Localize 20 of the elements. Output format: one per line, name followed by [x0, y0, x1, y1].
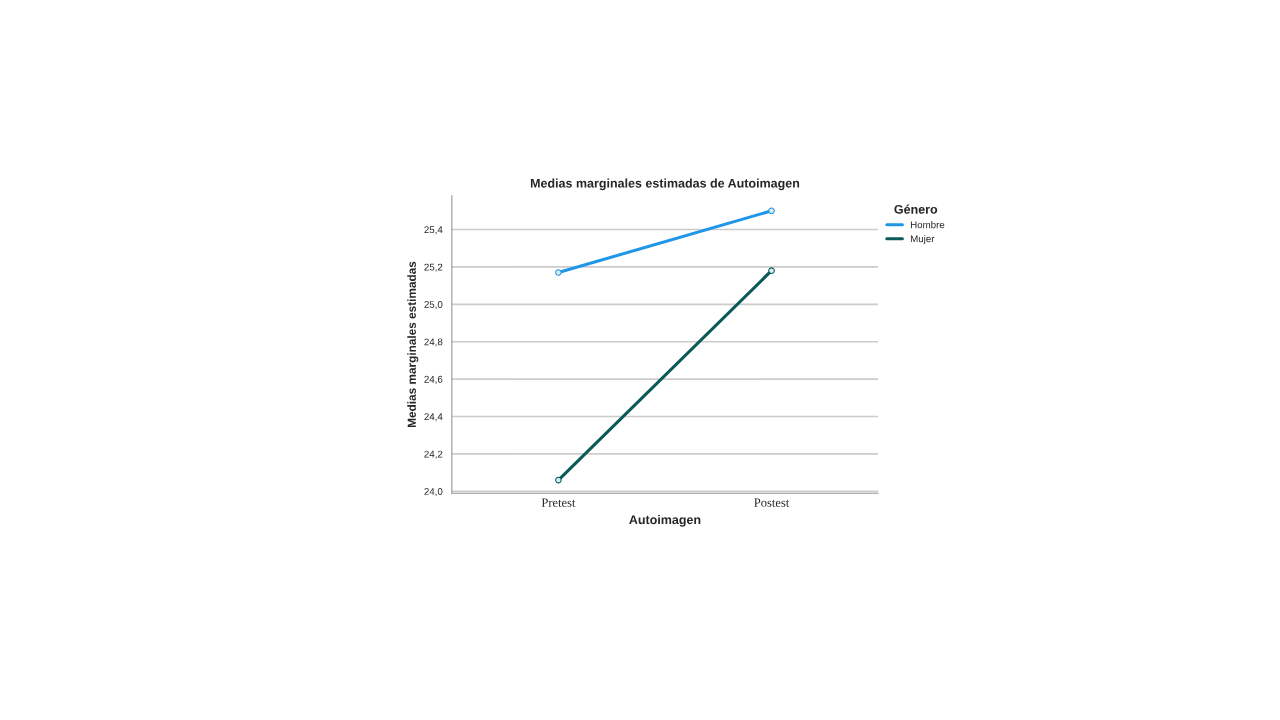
point	[768, 267, 775, 274]
point	[555, 476, 562, 484]
chart-title: Medias marginales estimadas de Autoimagen	[530, 178, 800, 191]
y-tick-label: 24,6	[424, 375, 443, 384]
legend-title: Género	[894, 204, 938, 214]
y-tick-label: 24,2	[424, 450, 443, 459]
y-axis-title: Medias marginales estimadas	[407, 261, 419, 428]
y-tick-label: 24,8	[424, 338, 443, 347]
y-tick-label: 25,2	[424, 263, 443, 272]
legend-label: Hombre	[910, 221, 945, 229]
y-tick-label: 24,4	[424, 413, 443, 422]
y-tick-label: 25,0	[424, 301, 443, 310]
x-axis-title: Autoimagen	[629, 514, 701, 527]
point	[768, 207, 775, 215]
x-tick-label: Postest	[754, 498, 790, 507]
y-tick-label: 25,4	[424, 226, 443, 235]
y-tick-label: 24,0	[424, 488, 443, 497]
legend-label: Mujer	[910, 235, 935, 245]
x-tick-label: Pretest	[541, 498, 576, 507]
point	[555, 269, 562, 276]
